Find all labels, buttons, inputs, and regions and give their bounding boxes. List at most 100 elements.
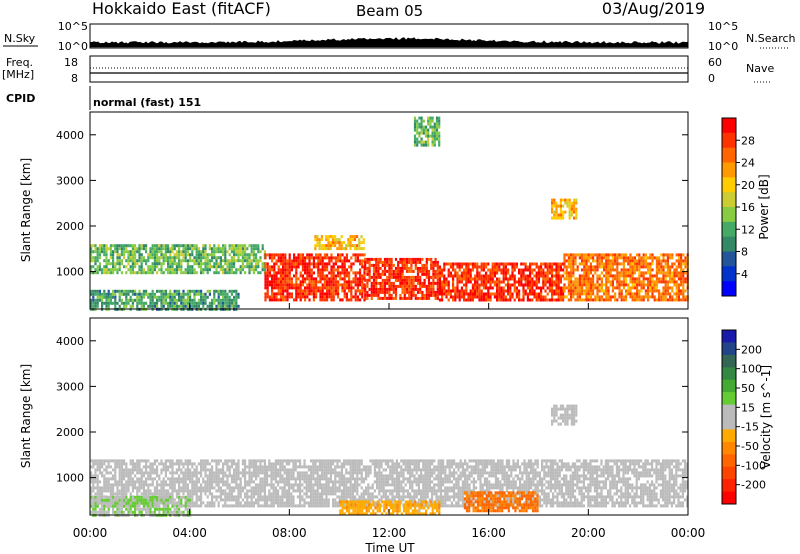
heatmap-cell (226, 462, 229, 466)
heatmap-cell (559, 280, 562, 284)
heatmap-cell (366, 281, 369, 285)
heatmap-cell (200, 489, 203, 493)
heatmap-cell (370, 281, 373, 285)
heatmap-cell (614, 253, 617, 257)
heatmap-cell (131, 301, 134, 305)
heatmap-cell (219, 268, 222, 272)
heatmap-cell (131, 489, 134, 493)
heatmap-cell (522, 271, 525, 275)
heatmap-cell (414, 278, 417, 282)
heatmap-cell (559, 289, 562, 293)
heatmap-cell (350, 292, 353, 296)
heatmap-cell (680, 265, 683, 269)
heatmap-cell (138, 301, 141, 305)
heatmap-cell (422, 143, 425, 147)
heatmap-cell (197, 262, 200, 266)
heatmap-cell (131, 498, 134, 502)
heatmap-cell (208, 244, 211, 248)
heatmap-cell (147, 271, 150, 275)
heatmap-cell (277, 480, 280, 484)
heatmap-cell (273, 262, 276, 266)
heatmap-cell (299, 292, 302, 296)
heatmap-cell (178, 465, 181, 469)
heatmap-cell (206, 501, 209, 505)
heatmap-cell (600, 271, 603, 275)
heatmap-cell (392, 287, 395, 291)
heatmap-cell (467, 271, 470, 275)
heatmap-cell (158, 289, 161, 293)
heatmap-cell (438, 298, 441, 302)
heatmap-cell (266, 262, 269, 266)
heatmap-cell (145, 489, 148, 493)
heatmap-cell (684, 271, 687, 275)
heatmap-cell (206, 504, 209, 508)
heatmap-cell (140, 492, 143, 496)
heatmap-cell (585, 280, 588, 284)
heatmap-cell (321, 274, 324, 278)
heatmap-cell (118, 259, 121, 263)
heatmap-cell (270, 480, 273, 484)
heatmap-cell (680, 280, 683, 284)
heatmap-cell (394, 269, 398, 273)
heatmap-cell (507, 280, 510, 284)
heatmap-cell (129, 492, 132, 496)
heatmap-cell (362, 241, 365, 245)
heatmap-cell (171, 489, 174, 493)
heatmap-cell (562, 210, 565, 214)
heatmap-cell (436, 269, 439, 273)
heatmap-cell (105, 468, 108, 472)
heatmap-cell (136, 486, 139, 490)
heatmap-cell (326, 256, 329, 260)
heatmap-cell (180, 295, 183, 299)
heatmap-cell (570, 268, 573, 272)
heatmap-cell (158, 268, 161, 272)
heatmap-cell (562, 274, 565, 278)
heatmap-cell (429, 125, 432, 129)
heatmap-cell (244, 247, 247, 251)
heatmap-cell (336, 241, 339, 245)
heatmap-cell (149, 471, 152, 475)
heatmap-cell (230, 462, 233, 466)
heatmap-cell (131, 244, 134, 248)
heatmap-cell (116, 271, 119, 275)
heatmap-cell (169, 480, 172, 484)
heatmap-cell (429, 116, 432, 120)
heatmap-cell (480, 289, 483, 293)
heatmap-cell (383, 293, 387, 297)
heatmap-cell (496, 295, 499, 299)
heatmap-cell (123, 265, 126, 269)
heatmap-cell (268, 253, 271, 257)
heatmap-cell (331, 244, 334, 248)
heatmap-cell (156, 471, 159, 475)
heatmap-cell (633, 286, 636, 290)
heatmap-cell (321, 256, 324, 260)
heatmap-cell (306, 265, 309, 269)
heatmap-cell (363, 253, 366, 257)
heatmap-cell (480, 295, 483, 299)
heatmap-cell (511, 268, 514, 272)
heatmap-cell (321, 259, 324, 263)
heatmap-cell (228, 262, 231, 266)
heatmap-cell (474, 265, 477, 269)
heatmap-cell (224, 498, 227, 502)
heatmap-cell (666, 298, 669, 302)
heatmap-cell (647, 271, 650, 275)
heatmap-cell (226, 295, 229, 299)
heatmap-cell (279, 468, 282, 472)
heatmap-cell (222, 301, 225, 305)
heatmap-cell (533, 280, 536, 284)
heatmap-cell (273, 274, 276, 278)
heatmap-cell (217, 501, 220, 505)
heatmap-cell (304, 256, 307, 260)
heatmap-cell (551, 277, 554, 281)
heatmap-cell (669, 253, 672, 257)
heatmap-cell (332, 265, 335, 269)
heatmap-cell (204, 480, 207, 484)
heatmap-cell (493, 265, 496, 269)
heatmap-cell (315, 265, 318, 269)
heatmap-cell (134, 244, 137, 248)
heatmap-cell (416, 119, 419, 123)
heatmap-cell (259, 495, 262, 499)
heatmap-cell (349, 477, 352, 481)
heatmap-cell (114, 262, 117, 266)
